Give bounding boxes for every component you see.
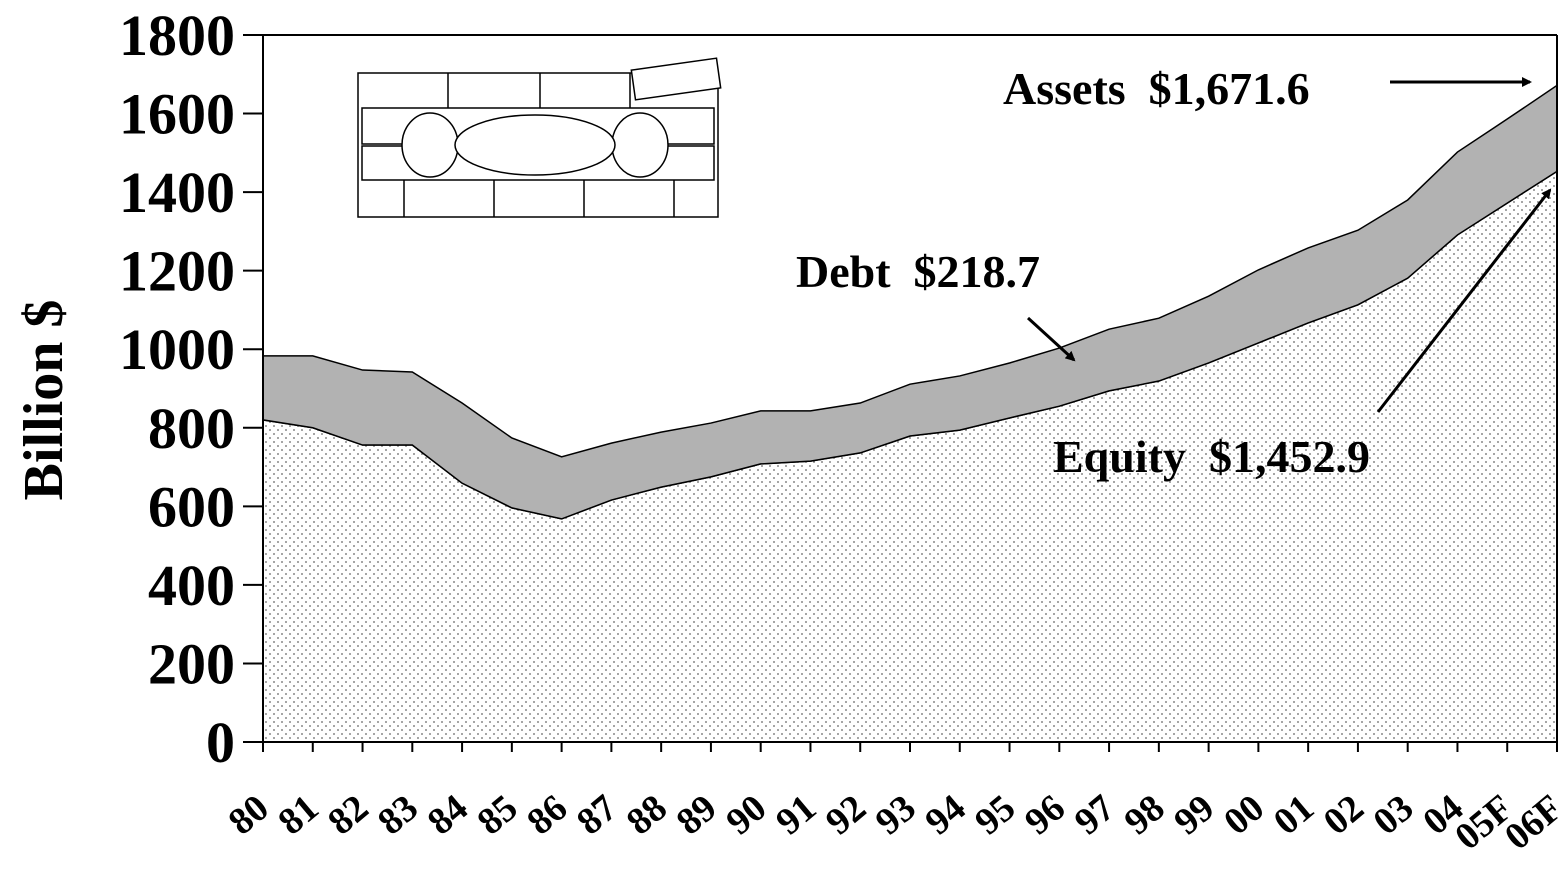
y-tick-label: 1800 — [119, 3, 235, 68]
x-tick-label: 86 — [519, 787, 575, 844]
x-tick-label: 00 — [1216, 787, 1272, 844]
x-tick-label: 94 — [917, 787, 973, 844]
y-tick-label: 600 — [148, 474, 235, 539]
annotation: Assets $1,671.6 — [1003, 63, 1310, 114]
x-tick-label: 87 — [569, 787, 625, 844]
x-tick-label: 02 — [1316, 787, 1372, 844]
x-tick-label: 93 — [868, 787, 924, 844]
arrow — [1376, 188, 1552, 413]
plot-area: 0200400600800100012001400160018008081828… — [119, 3, 1564, 858]
x-tick-label: 90 — [718, 787, 774, 844]
x-tick-label: 03 — [1365, 787, 1421, 844]
x-tick-label: 97 — [1067, 787, 1123, 844]
x-tick-label: 01 — [1266, 787, 1322, 844]
x-tick-label: 91 — [768, 787, 824, 844]
x-tick-label: 99 — [1166, 787, 1222, 844]
y-tick-label: 200 — [148, 631, 235, 696]
dollar-icon — [357, 57, 722, 218]
x-tick-label: 96 — [1017, 787, 1073, 844]
x-tick-label: 95 — [967, 787, 1023, 844]
arrow — [1026, 316, 1076, 362]
y-tick-label: 800 — [148, 396, 235, 461]
x-tick-label: 88 — [619, 787, 675, 844]
x-tick-label: 85 — [470, 787, 526, 844]
x-tick-label: 06F — [1497, 787, 1564, 859]
x-tick-label: 82 — [320, 787, 376, 844]
y-tick-label: 0 — [206, 710, 235, 775]
x-tick-label: 89 — [669, 787, 725, 844]
x-tick-label: 80 — [221, 787, 277, 844]
x-tick-label: 83 — [370, 787, 426, 844]
y-tick-label: 1600 — [119, 82, 235, 147]
y-tick-label: 1400 — [119, 160, 235, 225]
y-tick-label: 1200 — [119, 239, 235, 304]
y-tick-label: 400 — [148, 553, 235, 618]
y-tick-label: 1000 — [119, 317, 235, 382]
x-tick-label: 84 — [420, 787, 476, 844]
x-tick-label: 81 — [270, 787, 326, 844]
annotation: Equity $1,452.9 — [1053, 431, 1370, 482]
x-tick-label: 98 — [1117, 787, 1173, 844]
x-tick-label: 92 — [818, 787, 874, 844]
annotation: Debt $218.7 — [796, 246, 1040, 297]
y-axis-label: Billion $ — [13, 300, 75, 501]
